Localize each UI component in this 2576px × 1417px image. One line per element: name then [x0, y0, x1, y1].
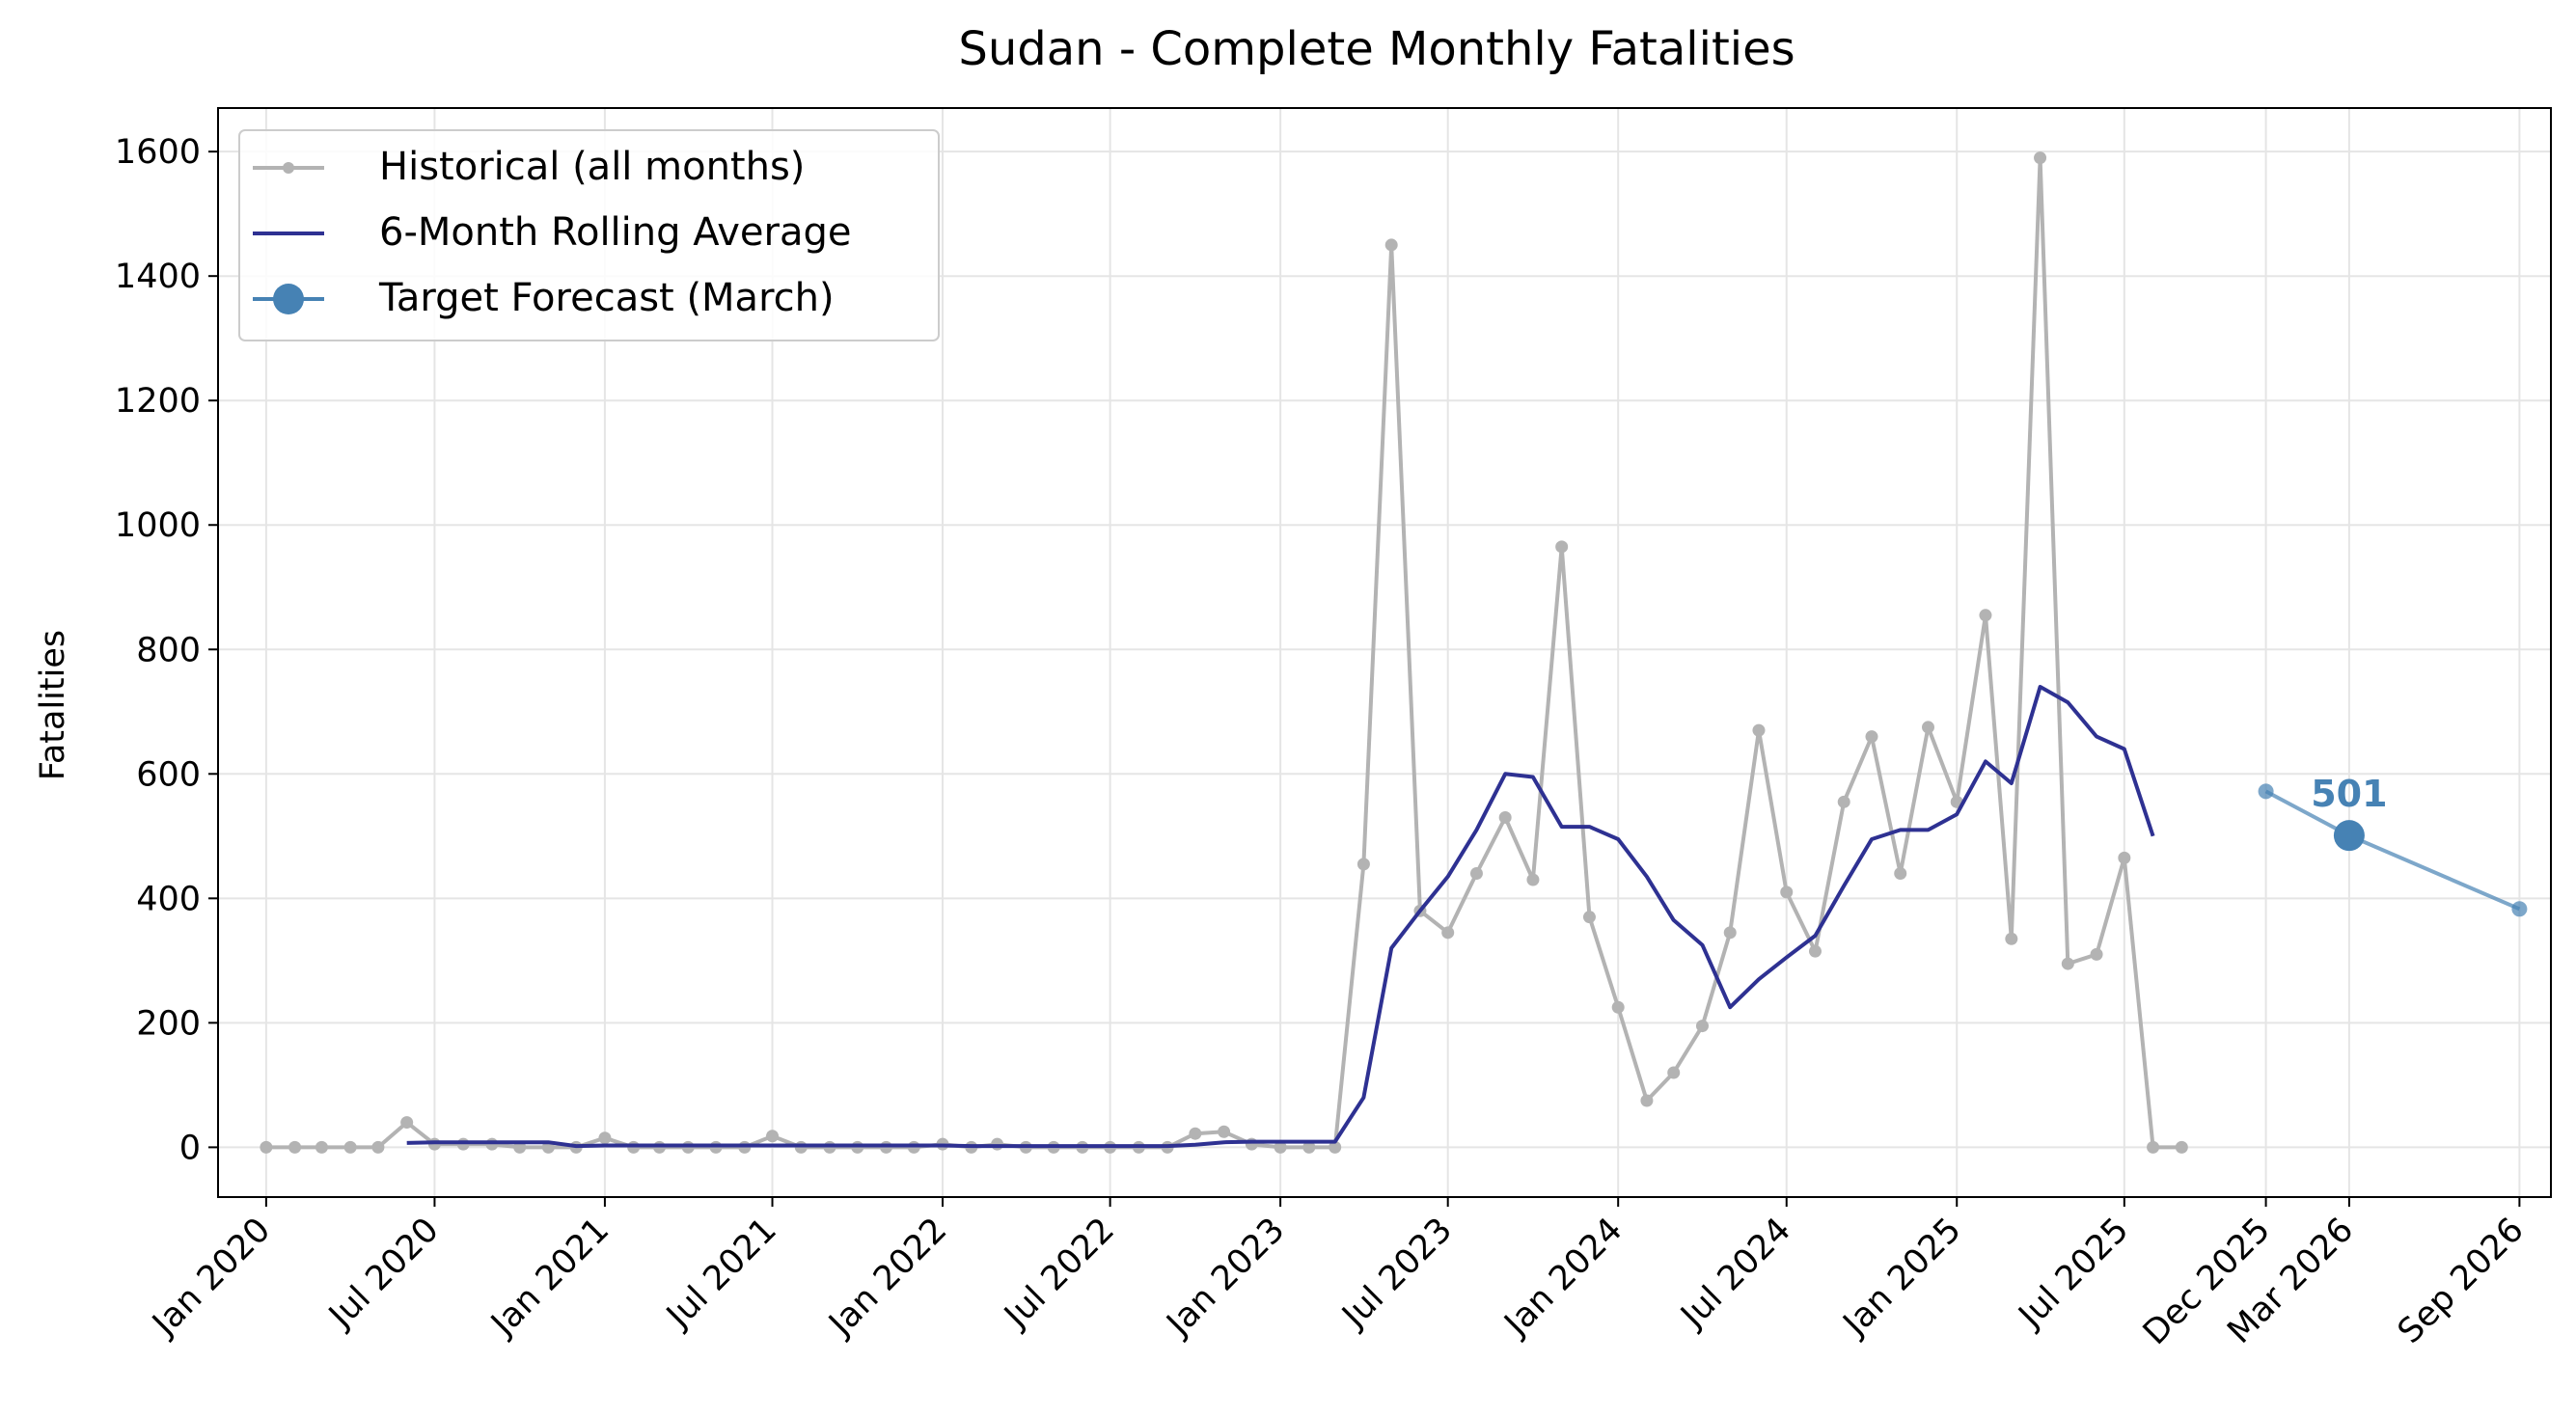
historical-point [1752, 723, 1766, 737]
historical-point [2175, 1140, 2188, 1154]
historical-point [1189, 1127, 1202, 1140]
y-axis-label: Fatalities [34, 630, 72, 780]
legend: Historical (all months) 6-Month Rolling … [238, 129, 940, 341]
y-tick-label: 1000 [115, 506, 201, 545]
historical-point [1611, 1000, 1625, 1014]
historical-point [315, 1140, 328, 1154]
historical-point [371, 1140, 385, 1154]
historical-point [1526, 873, 1540, 886]
historical-point [260, 1140, 273, 1154]
legend-forecast-marker [273, 284, 304, 314]
historical-point [1302, 1140, 1316, 1154]
legend-rolling-label: 6-Month Rolling Average [379, 210, 852, 255]
y-tick-label: 200 [136, 1004, 201, 1043]
historical-point [2034, 151, 2047, 165]
historical-point [2061, 957, 2074, 970]
historical-point [1667, 1066, 1681, 1079]
historical-point [1640, 1094, 1654, 1107]
historical-point [1723, 926, 1737, 940]
legend-box [238, 129, 940, 341]
historical-point [1469, 867, 1483, 881]
y-tick-label: 1400 [115, 258, 201, 296]
chart-title: Sudan - Complete Monthly Fatalities [958, 22, 1795, 76]
historical-point [1218, 1125, 1231, 1138]
historical-point [598, 1131, 612, 1145]
y-tick-label: 600 [136, 755, 201, 794]
y-tick-label: 1200 [115, 382, 201, 421]
historical-point [1808, 944, 1822, 958]
y-tick-label: 1600 [115, 133, 201, 172]
historical-point [1498, 810, 1512, 824]
historical-point [1837, 795, 1850, 808]
target-forecast-marker [2333, 820, 2365, 852]
y-tick-label: 800 [136, 631, 201, 669]
forecast-point [2258, 783, 2274, 800]
rolling-average-line [406, 685, 2155, 1149]
legend-historical-marker [283, 162, 294, 174]
historical-point [2118, 851, 2131, 864]
historical-point [2090, 947, 2103, 961]
y-tick-label: 400 [136, 880, 201, 918]
plot-frame [217, 107, 2552, 1198]
historical-point [766, 1130, 780, 1143]
historical-point [288, 1140, 302, 1154]
target-forecast-label: 501 [2311, 773, 2387, 815]
series-layer: 501 [260, 151, 2528, 1154]
historical-point [2005, 932, 2018, 945]
y-tick-label: 0 [179, 1129, 201, 1167]
legend-forecast-label: Target Forecast (March) [378, 276, 835, 320]
historical-point [1357, 858, 1370, 871]
historical-point [1441, 926, 1455, 940]
forecast-point [2511, 901, 2528, 917]
historical-point [1780, 886, 1794, 899]
historical-point [2147, 1140, 2160, 1154]
historical-point [1555, 540, 1569, 554]
legend-historical-label: Historical (all months) [379, 145, 805, 189]
historical-point [1274, 1140, 1287, 1154]
historical-point [1329, 1140, 1342, 1154]
historical-point [1894, 867, 1907, 881]
historical-point [1921, 721, 1934, 734]
historical-point [400, 1116, 414, 1130]
historical-point [1695, 1020, 1709, 1033]
historical-point [343, 1140, 357, 1154]
historical-point [1384, 238, 1398, 252]
historical-point [1582, 911, 1596, 924]
historical-point [1979, 609, 1992, 622]
historical-point [1865, 730, 1878, 744]
